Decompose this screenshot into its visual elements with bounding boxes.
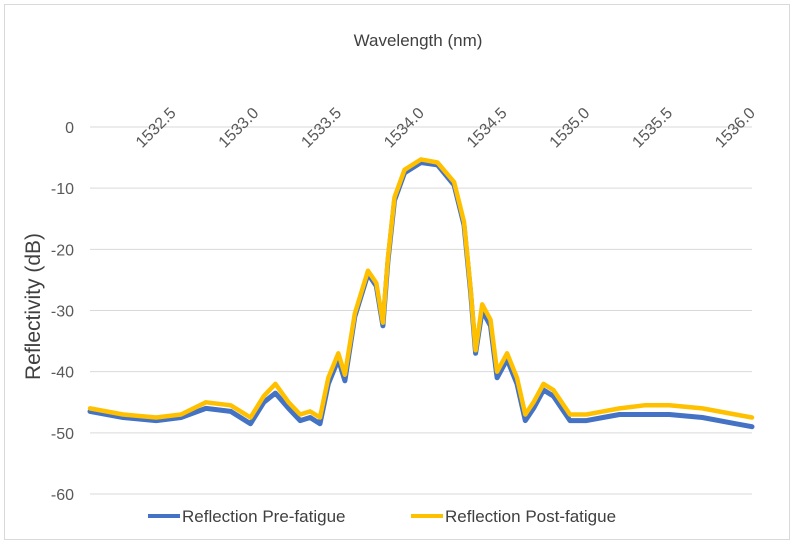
x-tick-label: 1532.5 xyxy=(133,105,180,152)
legend: Reflection Pre-fatigue Reflection Post-fa… xyxy=(148,507,616,526)
x-tick-label: 1535.0 xyxy=(547,105,594,152)
x-tick-label: 1534.0 xyxy=(381,105,428,152)
y-tick-label: -40 xyxy=(51,365,74,382)
y-tick-label: -20 xyxy=(51,242,74,259)
x-axis-title: Wavelength (nm) xyxy=(354,31,483,50)
y-tick-label: -30 xyxy=(51,304,74,321)
chart-frame xyxy=(4,4,790,540)
series-lines xyxy=(87,157,755,430)
x-tick-label: 1533.0 xyxy=(216,105,263,152)
x-tick-label: 1533.5 xyxy=(298,105,345,152)
y-tick-label: -10 xyxy=(51,181,74,198)
series-line-post-fatigue xyxy=(87,157,755,420)
y-tick-labels: 0 -10 -20 -30 -40 -50 -60 xyxy=(51,120,74,504)
x-tick-labels: 1532.5 1533.0 1533.5 1534.0 1534.5 1535.0 1535… xyxy=(133,105,759,152)
legend-label-pre-fatigue: Reflection Pre-fatigue xyxy=(182,507,345,526)
y-tick-label: -50 xyxy=(51,426,74,443)
x-tick-label: 1536.0 xyxy=(712,105,759,152)
legend-label-post-fatigue: Reflection Post-fatigue xyxy=(445,507,616,526)
y-tick-label: 0 xyxy=(65,120,74,137)
x-tick-label: 1534.5 xyxy=(464,105,511,152)
series-line-pre-fatigue xyxy=(87,160,755,430)
gridlines xyxy=(90,126,752,495)
y-axis-title: Reflectivity (dB) xyxy=(22,233,45,380)
y-tick-label: -60 xyxy=(51,487,74,504)
x-tick-label: 1535.5 xyxy=(629,105,676,152)
